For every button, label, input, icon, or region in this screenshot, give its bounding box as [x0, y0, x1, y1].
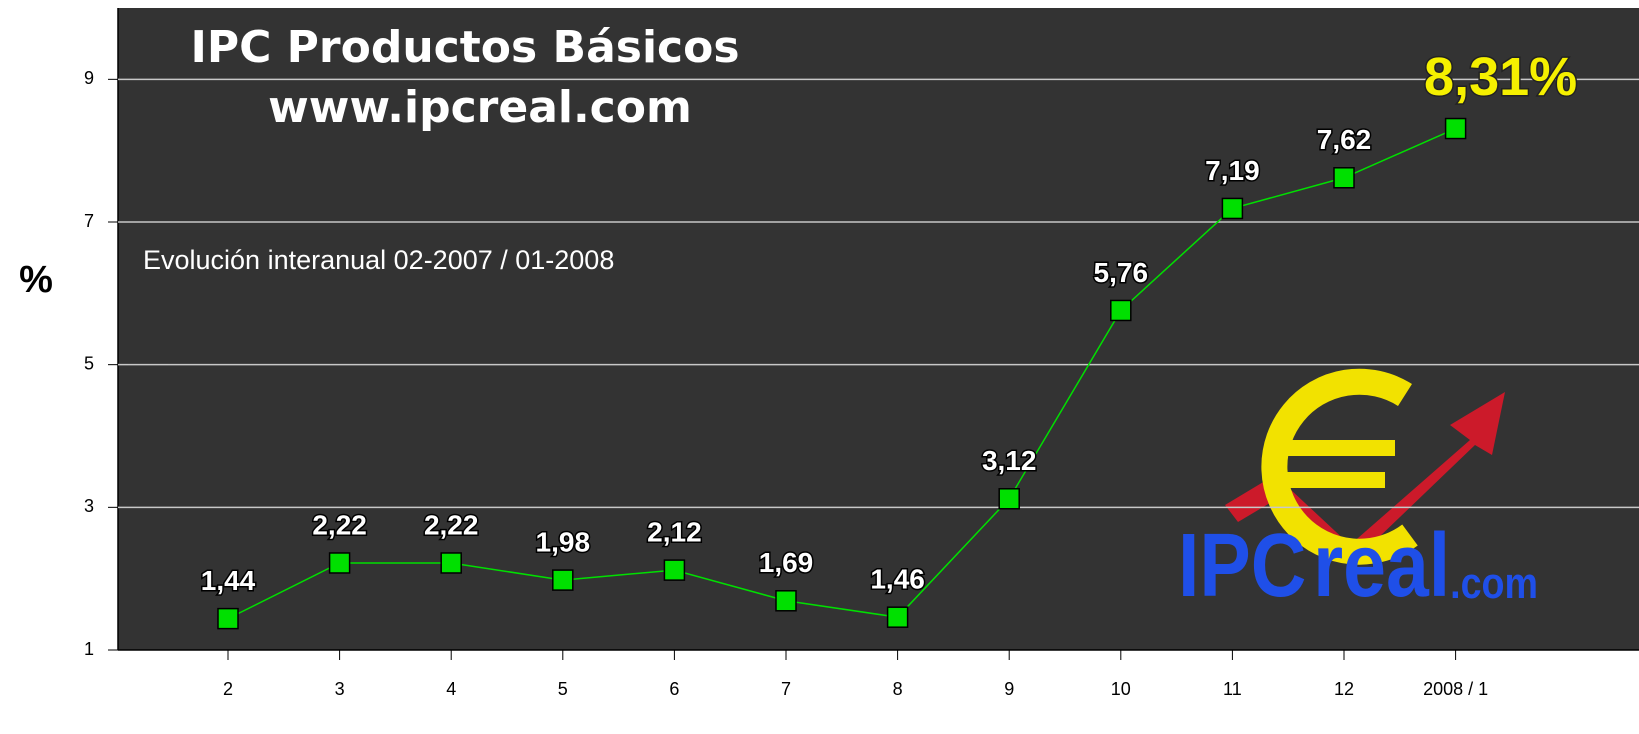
point	[328, 552, 351, 574]
data-label: 1,98	[536, 526, 591, 557]
point	[552, 569, 574, 591]
point	[998, 488, 1020, 510]
x-tick-label: 8	[893, 679, 903, 699]
logo-part: .com	[1450, 559, 1538, 608]
logo-euro-bar	[1285, 440, 1395, 456]
point	[1221, 197, 1244, 220]
data-label: 2,22	[424, 509, 479, 540]
chart-title: IPC Productos Básicos	[190, 22, 739, 73]
y-tick-label: 9	[84, 68, 94, 88]
y-axis-label: %	[19, 259, 53, 301]
point	[775, 590, 797, 612]
data-label: 7,19	[1205, 155, 1260, 186]
data-label: 1,46	[870, 564, 925, 595]
point	[440, 552, 462, 574]
y-tick-label: 7	[84, 211, 94, 231]
data-label: 3,12	[982, 445, 1037, 476]
data-label: 1,69	[759, 547, 814, 578]
y-tick-label: 3	[84, 496, 94, 516]
data-label: 2,22	[312, 509, 367, 540]
x-tick-label: 7	[781, 679, 791, 699]
logo-euro-bar	[1285, 472, 1385, 488]
line	[227, 127, 1456, 620]
point	[217, 607, 239, 630]
point	[1444, 117, 1467, 140]
x-tick-label: 2	[223, 679, 233, 699]
x-tick-label: 3	[335, 679, 345, 699]
logo-text: IPCreal.com	[1178, 516, 1538, 616]
x-tick-label: 2008 / 1	[1423, 679, 1488, 699]
chart-subtitle: www.ipcreal.com	[268, 82, 692, 133]
x-tick-label: 5	[558, 679, 568, 699]
x-tick-label: 10	[1111, 679, 1131, 699]
point	[1110, 299, 1132, 322]
point	[886, 606, 909, 628]
logo-part: IPC	[1178, 516, 1306, 616]
data-label: 2,12	[647, 516, 702, 547]
x-tick-label: 11	[1223, 679, 1242, 699]
logo-part: real	[1313, 516, 1450, 616]
logo: IPCreal.com	[1178, 368, 1538, 616]
logo-euro	[1261, 368, 1418, 565]
data-label: 1,44	[201, 565, 256, 596]
x-tick-label: 6	[669, 679, 679, 699]
data-label: 7,62	[1317, 124, 1372, 155]
y-tick-label: 5	[84, 353, 94, 373]
x-tick-label: 9	[1004, 679, 1014, 699]
y-tick-label: 1	[84, 639, 94, 659]
annotation: Evolución interanual 02-2007 / 01-2008	[143, 245, 614, 275]
x-tick-label: 12	[1334, 679, 1354, 699]
point	[1333, 167, 1355, 189]
logo-arrow	[1225, 392, 1505, 565]
data-label: 8,31%	[1424, 47, 1577, 107]
x-tick-label: 4	[446, 679, 456, 699]
data-label: 5,76	[1094, 257, 1149, 288]
point	[663, 559, 686, 581]
